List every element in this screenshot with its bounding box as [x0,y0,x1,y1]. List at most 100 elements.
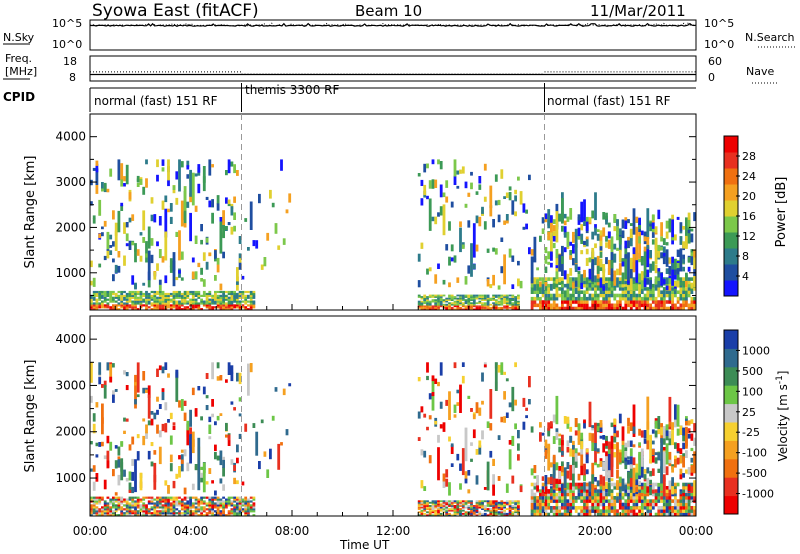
echo-cell [530,296,534,301]
echo-cell [202,462,206,493]
echo-cell [533,486,537,490]
echo-cell [202,292,206,296]
echo-cell [431,299,435,301]
echo-cell [456,508,460,510]
echo-cell [233,465,236,471]
echo-cell [426,501,429,504]
echo-cell [147,394,151,419]
echo-cell [233,514,236,517]
echo-cell [489,505,493,507]
echo-cell [470,511,473,514]
echo-cell [423,509,427,512]
echo-cell [654,482,658,487]
echo-cell [420,512,424,515]
echo-cell [428,506,432,509]
echo-cell [508,500,512,503]
echo-cell [150,461,154,467]
echo-cell [674,258,677,271]
echo-cell [420,506,424,509]
echo-cell [539,281,542,287]
echo-cell [225,298,228,301]
echo-cell [136,249,140,256]
echo-cell [497,511,501,514]
echo-cell [189,496,192,499]
echo-cell [434,299,438,301]
echo-cell [541,283,545,288]
echo-cell [120,298,124,301]
echo-cell [640,277,644,286]
echo-cell [172,512,176,515]
echo-cell [572,245,575,254]
echo-cell [687,229,691,234]
echo-cell [635,496,639,500]
echo-cell [577,423,581,429]
echo-cell [131,214,135,221]
echo-cell [145,178,148,188]
echo-cell [211,300,214,303]
echo-cell [569,436,573,443]
echo-cell [566,216,570,222]
echo-cell [101,302,104,305]
echo-cell [550,462,553,468]
echo-cell [437,381,440,387]
echo-cell [241,296,245,299]
echo-cell [618,476,622,483]
echo-cell [674,287,677,291]
echo-cell [161,508,165,511]
echo-cell [164,208,168,238]
echo-cell [461,297,465,300]
echo-cell [550,277,553,281]
echo-cell [233,292,236,296]
echo-cell [431,308,435,311]
echo-cell [106,292,110,296]
echo-cell [602,285,606,291]
echo-cell [514,503,517,506]
echo-cell [101,512,104,515]
echo-cell [186,500,190,503]
echo-cell [247,506,250,509]
echo-cell [679,491,683,495]
echo-cell [106,304,110,307]
echo-cell [92,306,96,309]
echo-cell [607,231,611,239]
echo-cell [445,297,449,300]
echo-cell [660,300,663,304]
echo-cell [607,474,611,483]
echo-cell [550,217,553,233]
echo-cell [252,304,256,307]
echo-cell [621,440,625,446]
echo-cell [569,448,573,457]
echo-cell [574,296,578,301]
echo-cell [230,161,234,167]
echo-cell [632,426,636,434]
echo-cell [244,500,248,503]
echo-cell [566,482,570,487]
echo-cell [428,514,432,517]
echo-cell [150,508,154,511]
echo-cell [544,282,548,291]
echo-cell [685,509,688,513]
echo-cell [583,269,586,278]
echo-cell [511,511,515,514]
echo-cell [643,477,647,482]
echo-cell [580,454,584,468]
echo-cell [505,501,509,504]
echo-cell [120,441,124,447]
echo-cell [178,308,181,311]
echo-cell [134,304,137,307]
echo-cell [90,504,93,507]
echo-cell [629,512,633,517]
echo-cell [98,496,102,499]
echo-cell [467,501,471,504]
echo-cell [208,436,212,440]
echo-cell [434,274,438,284]
echo-cell [183,223,187,228]
echo-cell [442,192,446,198]
echo-cell [605,512,608,517]
echo-cell [125,478,129,482]
echo-cell [500,266,504,274]
echo-cell [450,297,454,300]
echo-cell [442,422,446,432]
echo-cell [585,283,589,288]
